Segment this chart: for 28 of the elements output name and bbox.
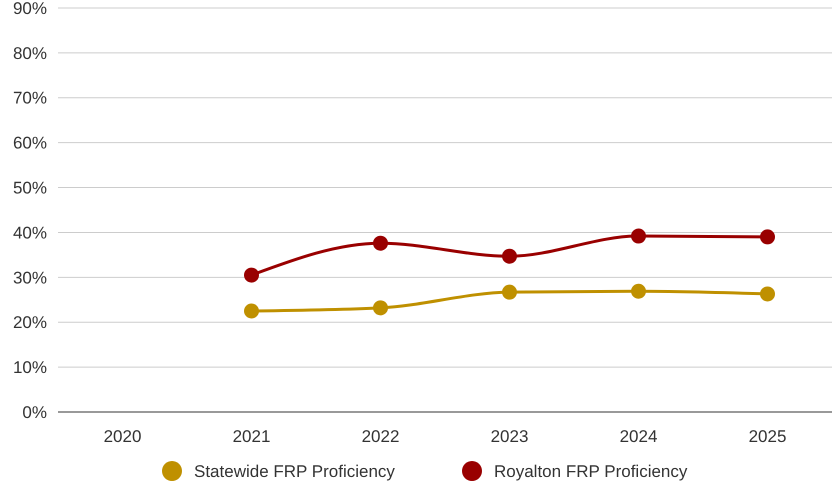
- x-tick-label: 2025: [748, 427, 786, 446]
- point: [760, 229, 775, 244]
- x-tick-label: 2020: [104, 427, 142, 446]
- legend-label: Royalton FRP Proficiency: [494, 462, 688, 481]
- point: [760, 286, 775, 302]
- x-tick-label: 2021: [232, 427, 270, 446]
- point: [373, 300, 388, 316]
- point: [631, 228, 646, 244]
- legend-label: Statewide FRP Proficiency: [194, 462, 396, 481]
- point: [244, 268, 259, 283]
- y-tick-label: 70%: [12, 88, 47, 108]
- y-tick-label: 0%: [22, 402, 47, 422]
- x-tick-label: 2023: [490, 427, 528, 446]
- point: [502, 248, 517, 264]
- y-tick-label: 20%: [12, 313, 47, 332]
- x-tick-label: 2022: [362, 427, 400, 446]
- y-tick-label: 40%: [12, 223, 47, 242]
- point: [244, 304, 259, 318]
- y-tick-label: 50%: [12, 178, 47, 198]
- y-tick-label: 10%: [12, 358, 47, 378]
- point: [631, 284, 646, 299]
- y-tick-label: 60%: [12, 134, 47, 153]
- x-tick-label: 2024: [620, 427, 658, 446]
- point: [502, 284, 517, 300]
- y-tick-label: 90%: [12, 0, 47, 18]
- y-tick-label: 80%: [12, 44, 47, 63]
- point: [373, 236, 388, 251]
- y-tick-label: 30%: [12, 268, 47, 288]
